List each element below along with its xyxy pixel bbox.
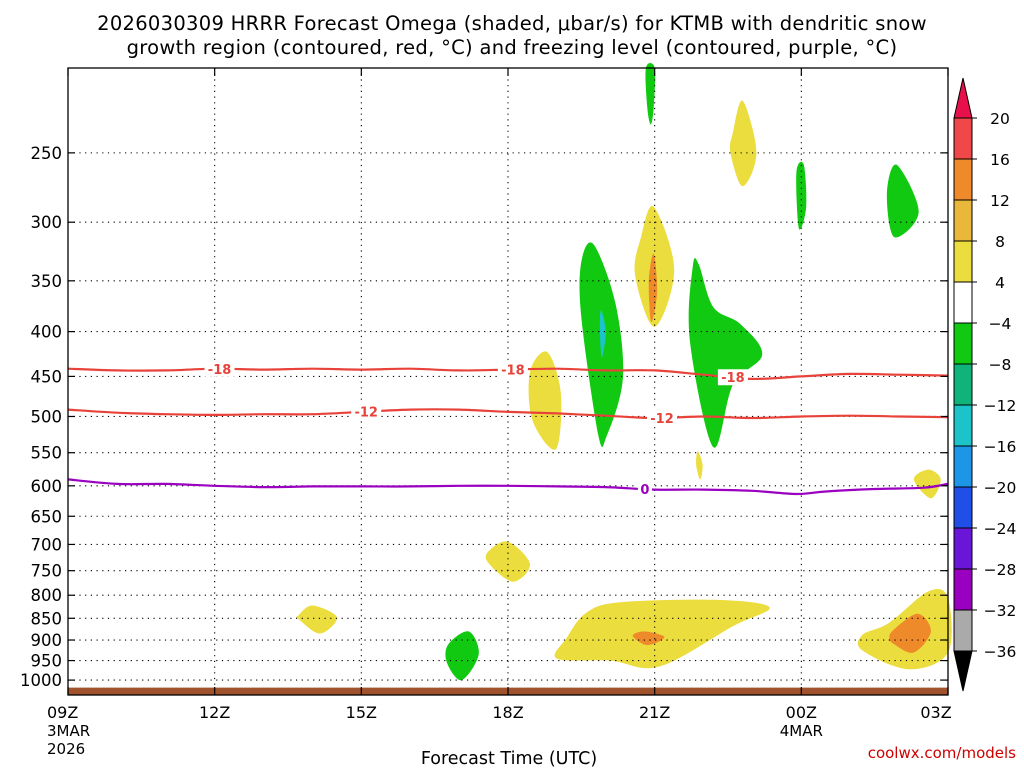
- contour-label-bg-0-1: [717, 369, 748, 386]
- x-tick-year-09Z: 2026: [47, 740, 85, 758]
- omega-region-13: [295, 605, 337, 634]
- omega-region-12: [485, 541, 531, 582]
- colorbar-swatch-10: [953, 486, 973, 529]
- omega-region-18: [889, 613, 931, 653]
- omega-region-10: [696, 451, 703, 480]
- contour-label--18-0: -18: [208, 363, 232, 378]
- omega-region-7: [599, 310, 606, 358]
- omega-region-16: [632, 631, 665, 646]
- contour-line-0: [67, 478, 949, 496]
- x-tick-label-00Z: 00Z: [786, 703, 817, 722]
- contour-label--18-1: -18: [721, 371, 745, 386]
- y-tick-label-850: 850: [31, 609, 63, 628]
- colorbar-label-12: 12: [990, 192, 1010, 210]
- omega-region-3: [886, 164, 919, 238]
- contour-label-bg-0-0: [204, 360, 235, 377]
- colorbar-label--28: −28: [984, 561, 1017, 579]
- colorbar-swatch-13: [953, 609, 973, 652]
- colorbar-label-16: 16: [990, 151, 1010, 169]
- colorbar-swatch-6: [953, 322, 973, 365]
- y-tick-label-600: 600: [31, 477, 63, 496]
- omega-region-9: [528, 351, 562, 450]
- colorbar-label--32: −32: [984, 602, 1017, 620]
- omega-region-1: [729, 100, 757, 187]
- x-tick-label-15Z: 15Z: [346, 703, 377, 722]
- y-tick-label-550: 550: [31, 444, 63, 463]
- colorbar-swatch-2: [953, 158, 973, 201]
- contour-label--12-1: -12: [650, 412, 674, 427]
- contour-label-bg-2-0: [637, 481, 652, 498]
- colorbar-swatch-5: [953, 281, 973, 324]
- y-tick-label-750: 750: [31, 562, 63, 581]
- contour-label-0-0: 0: [640, 483, 649, 498]
- contour-label-bg-0-2: [497, 361, 528, 378]
- chart-title-line-2: growth region (contoured, red, °C) and f…: [126, 36, 898, 59]
- y-axis: 250 300 350 400 450 500 550 600 650 700 750 800 850 9…: [20, 144, 948, 690]
- colorbar-swatch-3: [953, 199, 973, 242]
- grid-lines: [68, 68, 948, 695]
- omega-shaded-regions: [295, 63, 952, 681]
- y-tick-label-800: 800: [31, 586, 63, 605]
- omega-region-2: [796, 161, 807, 230]
- colorbar-swatch-8: [953, 404, 973, 447]
- colorbar-swatch-9: [953, 445, 973, 488]
- colorbar: 20 16 12 8 4 −4 −8 −12 −16 −20 −24 −28 −32 −36: [953, 77, 1017, 692]
- x-tick-label-18Z: 18Z: [492, 703, 523, 722]
- omega-region-5: [648, 253, 658, 323]
- omega-region-15: [554, 599, 770, 669]
- temperature-contours: -18 -18 -18 -12 -12 0: [67, 360, 949, 498]
- x-tick-label-03Z: 03Z: [920, 703, 951, 722]
- omega-region-14: [445, 631, 479, 681]
- x-tick-label-12Z: 12Z: [199, 703, 230, 722]
- y-tick-label-250: 250: [31, 144, 63, 163]
- x-tick-label-09Z: 09Z: [47, 703, 78, 722]
- colorbar-swatch-11: [953, 527, 973, 570]
- colorbar-swatch-4: [953, 240, 973, 283]
- y-tick-label-300: 300: [31, 213, 63, 232]
- omega-region-0: [645, 63, 656, 125]
- contour-line--12: [67, 408, 949, 420]
- omega-region-11: [913, 469, 941, 499]
- y-tick-label-1000: 1000: [20, 671, 62, 690]
- chart-title-line-1: 2026030309 HRRR Forecast Omega (shaded, …: [97, 12, 927, 35]
- x-axis-label: Forecast Time (UTC): [421, 749, 597, 768]
- y-tick-label-350: 350: [31, 272, 63, 291]
- colorbar-label--36: −36: [984, 643, 1017, 661]
- colorbar-label--16: −16: [984, 438, 1017, 456]
- contour-label--12-0: -12: [354, 406, 378, 421]
- y-tick-label-700: 700: [31, 535, 63, 554]
- colorbar-label--4: −4: [989, 315, 1012, 333]
- credit-text: coolwx.com/models: [867, 744, 1016, 762]
- colorbar-label-20: 20: [990, 110, 1010, 128]
- y-tick-label-950: 950: [31, 652, 63, 671]
- colorbar-label--20: −20: [984, 479, 1017, 497]
- colorbar-label--24: −24: [984, 520, 1017, 538]
- y-tick-label-400: 400: [31, 323, 63, 342]
- colorbar-arrow-bottom: [953, 650, 973, 692]
- contour-label-bg-1-1: [647, 409, 677, 426]
- colorbar-label--12: −12: [984, 397, 1017, 415]
- y-tick-label-650: 650: [31, 507, 63, 526]
- x-tick-sublabel-09Z: 3MAR: [47, 722, 90, 740]
- colorbar-label-8: 8: [995, 233, 1005, 251]
- x-tick-sublabel-00Z: 4MAR: [780, 722, 823, 740]
- colorbar-swatch-12: [953, 568, 973, 611]
- omega-region-8: [688, 257, 763, 448]
- colorbar-swatch-7: [953, 363, 973, 406]
- contour-label--18-2: -18: [501, 363, 525, 378]
- y-tick-label-450: 450: [31, 367, 63, 386]
- colorbar-arrow-top: [953, 77, 973, 119]
- colorbar-swatch-1: [953, 117, 973, 160]
- contour-label-bg-1-0: [351, 403, 382, 420]
- y-tick-label-900: 900: [31, 631, 63, 650]
- colorbar-label-4: 4: [995, 274, 1005, 292]
- y-tick-label-500: 500: [31, 407, 63, 426]
- colorbar-label--8: −8: [989, 356, 1012, 374]
- x-tick-label-21Z: 21Z: [639, 703, 670, 722]
